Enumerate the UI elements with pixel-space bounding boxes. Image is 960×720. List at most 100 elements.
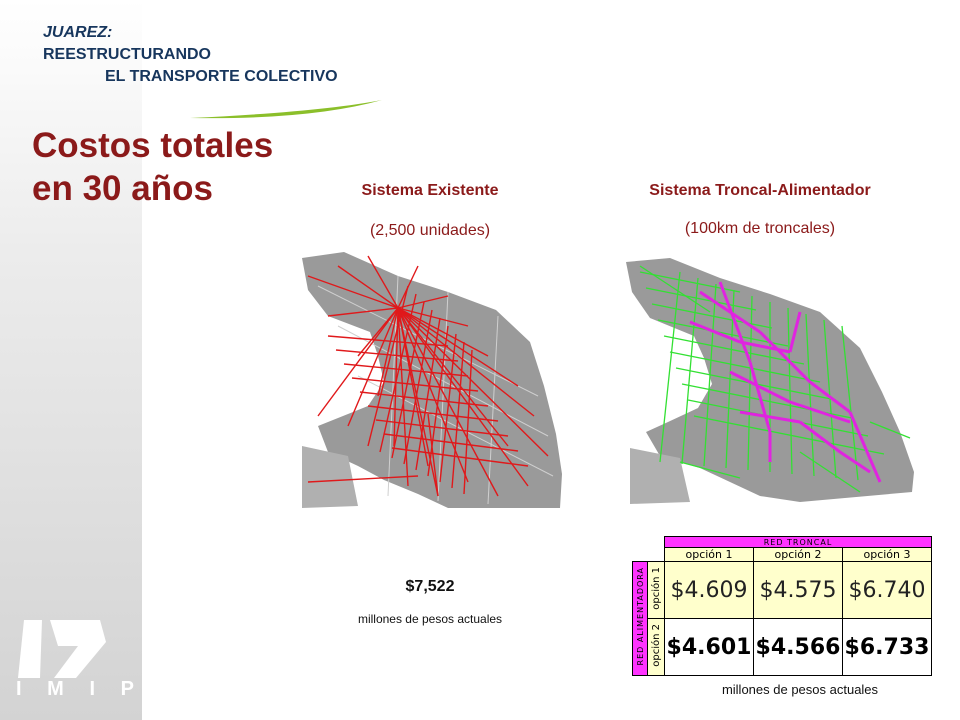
logo-letter: I <box>16 678 22 700</box>
existing-system-subtitle: (2,500 unidades) <box>369 222 491 239</box>
existing-route <box>383 433 519 452</box>
existing-route <box>463 349 473 495</box>
cost-table: RED TRONCAL opción 1 opción 2 opción 3 R… <box>632 536 932 676</box>
existing-route <box>337 265 399 309</box>
column-header: opción 2 <box>753 547 843 562</box>
city-area-southwest <box>302 446 358 508</box>
feeder-route <box>799 451 861 493</box>
logo-letter: I <box>89 678 96 700</box>
table-cell: $6.740 <box>842 561 932 619</box>
existing-route <box>397 307 429 467</box>
street-grid <box>317 275 554 505</box>
table-cell: $4.609 <box>664 561 754 619</box>
existing-route <box>397 307 519 387</box>
existing-route <box>327 307 399 317</box>
feeder-route <box>657 319 789 347</box>
header-line-2: REESTRUCTURANDO <box>43 46 211 63</box>
existing-route <box>351 377 479 392</box>
table-corner <box>633 548 665 562</box>
feeder-route <box>823 319 837 479</box>
existing-route <box>397 307 469 327</box>
existing-route <box>439 333 457 483</box>
column-header: opción 1 <box>664 547 754 562</box>
existing-route <box>307 475 419 483</box>
existing-system-map <box>302 252 562 508</box>
row-group-label: RED ALIMENTADORA <box>635 567 645 666</box>
existing-route <box>343 363 469 377</box>
table-cell: $4.575 <box>753 561 843 619</box>
existing-route <box>415 317 441 471</box>
column-header: opción 3 <box>842 547 932 562</box>
existing-routes <box>307 255 549 497</box>
table-cell: $4.566 <box>753 618 843 676</box>
trunk-route <box>739 340 791 354</box>
trunk-route <box>748 361 772 433</box>
existing-route <box>379 293 417 453</box>
trunk-system-title: Sistema Troncal-Alimentador <box>649 182 871 199</box>
page-title-line-2: en 30 años <box>32 169 213 208</box>
existing-route <box>327 335 449 347</box>
existing-cost-unit: millones de pesos actuales <box>357 612 503 626</box>
existing-route <box>397 307 549 457</box>
trunk-route <box>718 281 752 363</box>
trunk-route <box>848 411 882 483</box>
logo-letter: P <box>120 678 134 700</box>
existing-system-title: Sistema Existente <box>361 182 499 199</box>
trunk-route <box>789 400 851 424</box>
trunk-route <box>729 370 791 404</box>
slide-header: JUAREZ: REESTRUCTURANDO EL TRANSPORTE CO… <box>43 22 338 88</box>
existing-route <box>397 307 469 483</box>
existing-route <box>359 391 489 407</box>
feeder-route <box>669 351 821 383</box>
feeder-route <box>805 313 815 477</box>
table-cell: $6.733 <box>842 618 932 676</box>
table-unit: millones de pesos actuales <box>721 682 879 697</box>
existing-route <box>367 285 409 447</box>
feeder-route <box>869 421 911 439</box>
feeder-route <box>679 461 741 479</box>
table-corner <box>633 537 665 548</box>
table-cell: $4.601 <box>664 618 754 676</box>
trunk-route <box>758 330 812 384</box>
existing-route <box>307 275 399 309</box>
page-title-line-1: Costos totales <box>32 126 274 165</box>
row-header-label: opción 1 <box>650 566 662 610</box>
side-panel <box>0 0 142 720</box>
existing-route <box>397 307 439 497</box>
feeder-route <box>663 335 805 365</box>
feeder-route <box>841 325 859 481</box>
trunk-route <box>788 311 802 353</box>
row-header-label: opción 2 <box>650 623 662 667</box>
existing-route <box>367 255 399 309</box>
existing-cost-value: $7,522 <box>405 578 455 595</box>
existing-route <box>403 309 433 465</box>
trunk-route <box>809 380 851 414</box>
row-header: opción 2 <box>647 618 665 676</box>
existing-route <box>391 447 529 467</box>
trunk-route <box>799 420 841 454</box>
existing-route <box>397 307 489 357</box>
existing-route <box>397 307 535 417</box>
trunk-system-map <box>626 258 914 504</box>
existing-route <box>317 307 399 417</box>
existing-route <box>427 413 439 497</box>
imip-logo-letters: I M I P <box>16 678 134 701</box>
existing-route <box>367 405 499 422</box>
header-swoosh <box>190 100 382 119</box>
feeder-route <box>693 415 885 455</box>
header-line-3: EL TRANSPORTE COLECTIVO <box>105 68 338 85</box>
header-line-1: JUAREZ: <box>43 24 113 41</box>
logo-letter: M <box>47 678 64 700</box>
existing-route <box>397 307 509 447</box>
trunk-route <box>839 450 871 474</box>
city-area-southwest <box>630 448 690 504</box>
feeder-route <box>659 271 681 463</box>
existing-route <box>397 295 449 309</box>
row-group-header: RED ALIMENTADORA <box>632 561 648 676</box>
row-header: opción 1 <box>647 561 665 619</box>
existing-route <box>391 301 425 459</box>
trunk-routes <box>689 281 882 483</box>
feeder-route <box>639 265 711 313</box>
trunk-route <box>689 320 741 344</box>
trunk-system-subtitle: (100km de troncales) <box>684 220 836 237</box>
